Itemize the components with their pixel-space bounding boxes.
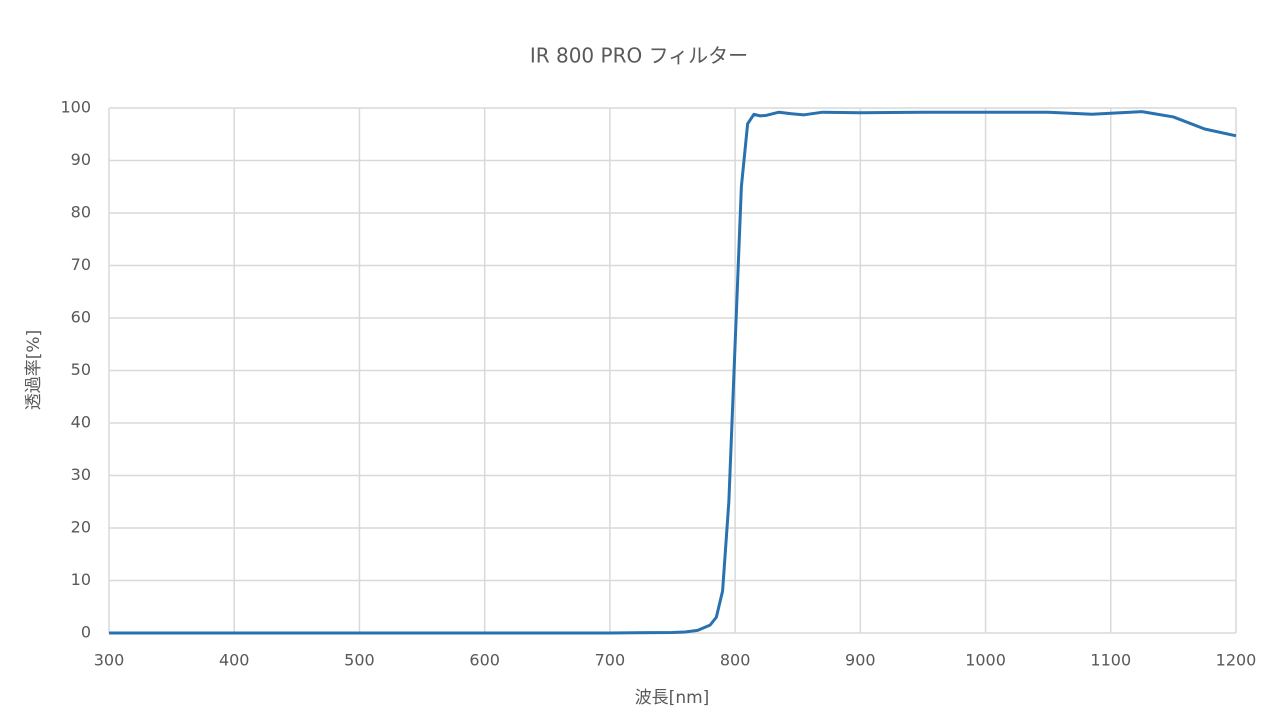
x-tick-label: 300 bbox=[94, 651, 125, 670]
y-tick-label: 0 bbox=[81, 623, 91, 642]
x-tick-label: 500 bbox=[344, 651, 375, 670]
x-tick-label: 600 bbox=[469, 651, 500, 670]
x-tick-label: 1200 bbox=[1216, 651, 1257, 670]
x-tick-label: 1100 bbox=[1090, 651, 1131, 670]
x-tick-label: 1000 bbox=[965, 651, 1006, 670]
y-tick-label: 100 bbox=[60, 98, 91, 117]
x-tick-label: 800 bbox=[720, 651, 751, 670]
y-tick-label: 10 bbox=[71, 570, 91, 589]
y-tick-label: 50 bbox=[71, 360, 91, 379]
y-tick-label: 80 bbox=[71, 203, 91, 222]
y-tick-label: 40 bbox=[71, 413, 91, 432]
y-tick-label: 60 bbox=[71, 308, 91, 327]
data-line bbox=[109, 110, 1237, 635]
y-tick-label: 90 bbox=[71, 150, 91, 169]
y-tick-label: 70 bbox=[71, 255, 91, 274]
y-tick-label: 30 bbox=[71, 465, 91, 484]
y-tick-label: 20 bbox=[71, 518, 91, 537]
x-axis-title: 波長[nm] bbox=[635, 688, 710, 708]
x-tick-label: 700 bbox=[595, 651, 626, 670]
chart-title: IR 800 PRO フィルター bbox=[530, 44, 748, 68]
y-axis-title: 透過率[%] bbox=[24, 330, 44, 410]
x-tick-label: 900 bbox=[845, 651, 876, 670]
x-tick-label: 400 bbox=[219, 651, 250, 670]
